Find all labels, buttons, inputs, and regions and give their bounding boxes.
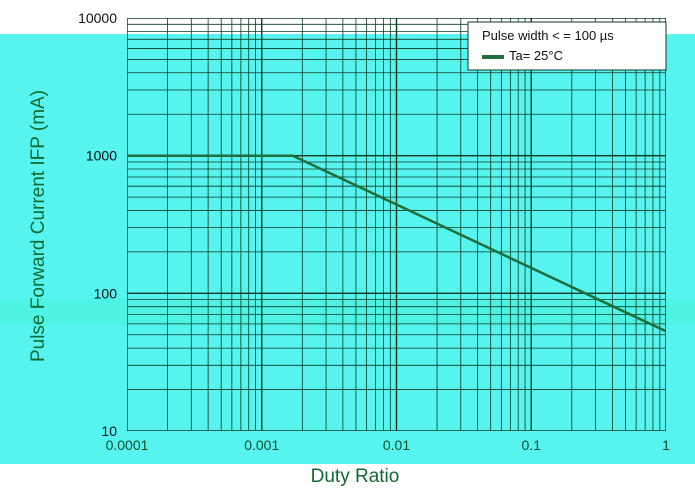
y-tick-label: 10: [101, 423, 117, 439]
x-tick-label: 0.01: [383, 437, 410, 453]
lower-plot-band: [0, 272, 695, 464]
series-layer: [127, 154, 666, 333]
series-line-0: [127, 154, 666, 333]
y-tick-label: 1000: [86, 148, 117, 164]
y-tick-label: 100: [94, 285, 118, 301]
y-axis-title: Pulse Forward Current IFP (mA): [28, 90, 49, 362]
legend-pulse-width: Pulse width < = 100 µs: [482, 28, 614, 43]
highlight-band: [0, 298, 695, 326]
tick-layer: 0.0001 0.001 0.01 0.1 1 10 100 1000 10000: [78, 10, 670, 453]
x-tick-label: 0.1: [522, 437, 542, 453]
upper-plot-band: [0, 34, 695, 274]
x-axis-title: Duty Ratio: [311, 466, 400, 487]
y-tick-label: 10000: [78, 10, 117, 26]
grid-layer: [127, 18, 666, 431]
x-tick-label: 0.001: [244, 437, 279, 453]
legend-ta: Ta= 25°C: [509, 48, 563, 63]
legend-box: Pulse width < = 100 µs Ta= 25°C: [467, 21, 667, 71]
x-tick-label: 0.0001: [106, 437, 149, 453]
legend-frame: [467, 21, 667, 71]
x-tick-label: 1: [662, 437, 670, 453]
